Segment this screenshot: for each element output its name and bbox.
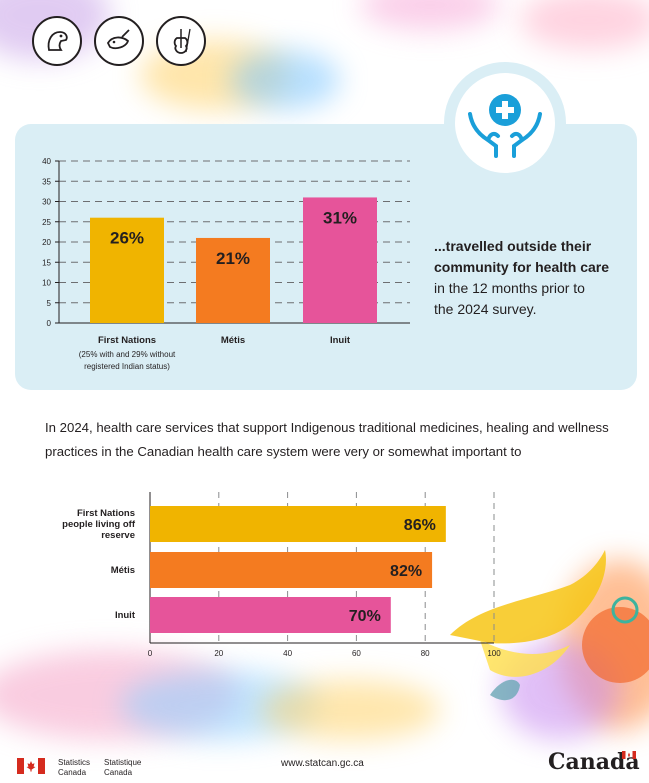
bar xyxy=(303,197,377,323)
category-label: First Nations xyxy=(98,335,156,346)
fiddle-icon xyxy=(156,16,206,66)
health-hands-icon xyxy=(468,94,542,158)
statcan-english-line-1: Statistics xyxy=(58,758,91,767)
statcan-english-line-2: Canada xyxy=(58,768,87,777)
category-label: First Nations xyxy=(77,508,135,519)
category-label: Métis xyxy=(111,565,135,576)
bar-data-label: 70% xyxy=(349,608,381,625)
decorative-splash xyxy=(230,50,340,110)
y-tick-label: 10 xyxy=(42,279,51,288)
description-bold-line-2: community for health care xyxy=(434,259,610,275)
description-line-4: the 2024 survey. xyxy=(434,301,537,317)
bar-data-label: 26% xyxy=(110,229,144,248)
category-label: Inuit xyxy=(330,335,351,346)
category-note: registered Indian status) xyxy=(84,362,170,371)
decorative-bird-artwork xyxy=(450,550,649,701)
description-line-3: in the 12 months prior to xyxy=(434,280,585,296)
bar xyxy=(150,597,391,633)
wordmark-flag-icon xyxy=(622,751,636,759)
bar-data-label: 21% xyxy=(216,249,250,268)
y-tick-label: 30 xyxy=(42,198,51,207)
y-tick-label: 5 xyxy=(47,299,52,308)
x-tick-label: 80 xyxy=(421,649,430,658)
category-note: (25% with and 29% without xyxy=(79,350,176,359)
travel-bar-chart: 0 5 10 15 20 25 30 35 40 26% First Nations 21% Métis… xyxy=(42,157,410,371)
x-tick-label: 0 xyxy=(148,649,153,658)
bar xyxy=(150,506,446,542)
x-tick-label: 60 xyxy=(352,649,361,658)
y-tick-label: 25 xyxy=(42,218,51,227)
statcan-french-line-1: Statistique xyxy=(104,758,142,767)
bar xyxy=(196,237,270,323)
statcan-website-link[interactable]: www.statcan.gc.ca xyxy=(281,758,364,769)
whale-icon xyxy=(94,16,144,66)
category-label: Métis xyxy=(221,335,245,346)
eagle-icon xyxy=(32,16,82,66)
x-tick-label: 100 xyxy=(487,649,501,658)
statcan-english: Statistics Canada xyxy=(58,758,90,778)
decorative-splash xyxy=(520,0,649,50)
y-tick-label: 0 xyxy=(47,319,52,328)
bar xyxy=(90,217,164,323)
canada-flag-icon xyxy=(17,758,45,774)
y-tick-label: 40 xyxy=(42,157,51,166)
bar-data-label: 82% xyxy=(390,563,422,580)
category-label: reserve xyxy=(101,530,135,541)
bar xyxy=(150,552,433,588)
statcan-french-line-2: Canada xyxy=(104,768,133,777)
category-label: Inuit xyxy=(115,610,136,621)
health-care-badge xyxy=(444,62,566,184)
decorative-splash xyxy=(260,680,440,740)
x-tick-label: 40 xyxy=(283,649,292,658)
y-tick-label: 35 xyxy=(42,177,51,186)
description-bold-line-1: ...travelled outside their xyxy=(434,238,592,254)
x-tick-label: 20 xyxy=(214,649,223,658)
y-tick-label: 15 xyxy=(42,258,51,267)
bar-data-label: 86% xyxy=(404,517,436,534)
y-tick-label: 20 xyxy=(42,238,51,247)
bar-data-label: 31% xyxy=(323,208,357,227)
statcan-french: Statistique Canada xyxy=(104,758,141,778)
travel-description: ...travelled outside their community for… xyxy=(434,236,634,320)
intro-paragraph: In 2024, health care services that suppo… xyxy=(45,420,609,459)
category-label: people living off xyxy=(62,519,136,530)
